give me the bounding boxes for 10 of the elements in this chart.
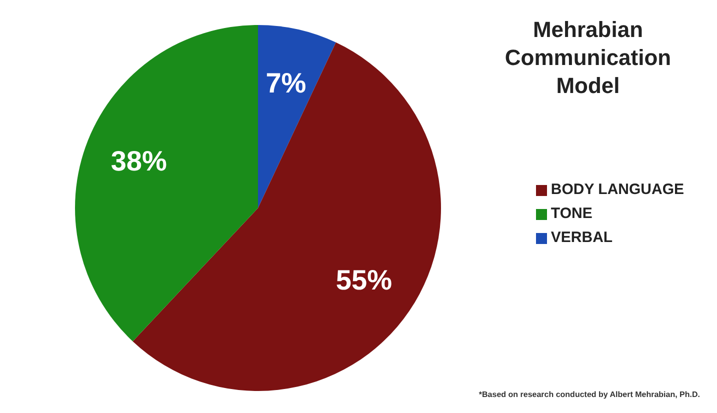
text: *Based on research conducted by Albert Mehrabian, Ph.D.	[478, 390, 700, 399]
legend-label: BODY LANGUAGE	[550, 181, 684, 198]
text: Mehrabian Communication Model	[504, 16, 672, 100]
data-label: 7%	[266, 67, 306, 98]
legend-label: VERBAL	[550, 229, 613, 246]
data-label: 55%	[336, 264, 392, 296]
legend-label: TONE	[550, 205, 592, 222]
pie-slice	[258, 25, 336, 208]
data-label: 38%	[110, 145, 168, 176]
pie-slice	[75, 25, 258, 342]
